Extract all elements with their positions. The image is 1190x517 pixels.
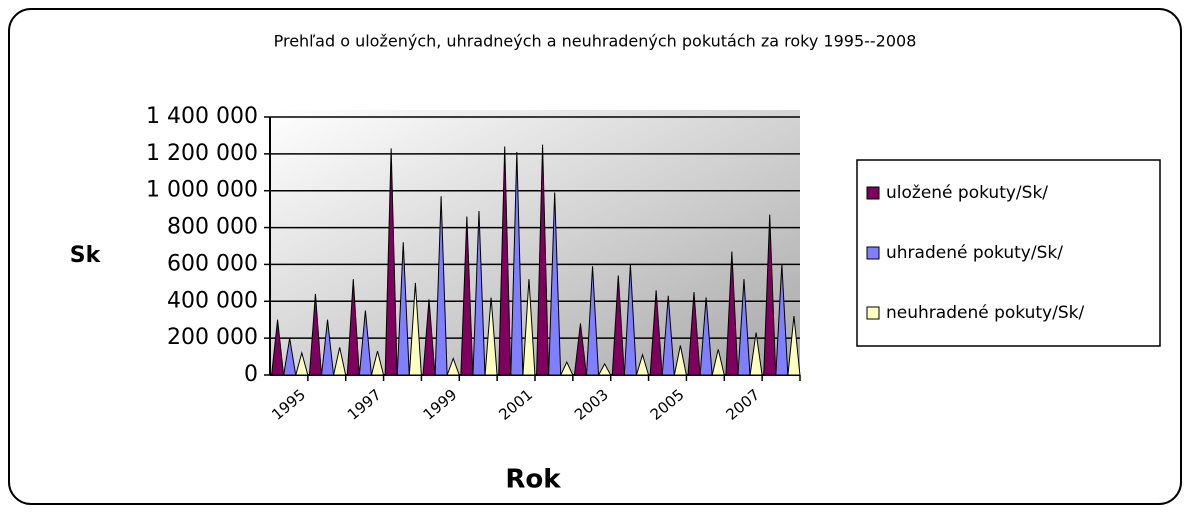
y-tick-label: 1 000 000 (146, 178, 258, 203)
cone (346, 279, 360, 376)
cone (635, 352, 650, 376)
legend-swatch (866, 306, 880, 320)
cone (498, 146, 512, 376)
y-tick-label: 600 000 (167, 251, 258, 276)
x-axis-label: Rok (505, 465, 561, 495)
y-tick-label: 200 000 (167, 325, 258, 350)
cone (408, 282, 422, 376)
cone (384, 148, 398, 376)
cone (687, 292, 701, 376)
cone (661, 295, 675, 376)
cone (358, 310, 372, 376)
cone (308, 293, 322, 376)
cone (623, 264, 637, 376)
legend-swatch (866, 186, 880, 200)
cone (586, 266, 600, 376)
cone (295, 350, 309, 376)
y-tick-label: 0 (244, 362, 258, 387)
cone (422, 299, 436, 376)
cone (446, 356, 460, 376)
cone (749, 332, 763, 376)
cone (484, 297, 498, 376)
cone (370, 350, 385, 376)
cone (699, 297, 713, 376)
cone (434, 196, 448, 376)
cone (460, 216, 474, 376)
cone (573, 323, 587, 376)
cone (597, 362, 612, 376)
y-tick-label: 1 200 000 (146, 141, 258, 166)
legend-label: neuhradené pokuty/Sk/ (886, 303, 1084, 323)
legend-label: uložené pokuty/Sk/ (886, 183, 1048, 203)
cone (649, 290, 663, 376)
cone (320, 319, 335, 376)
y-tick-label: 1 400 000 (146, 104, 258, 129)
cone (673, 345, 687, 376)
cone (283, 338, 297, 376)
cone (763, 214, 777, 376)
legend-label: uhradené pokuty/Sk/ (886, 243, 1063, 263)
y-tick-label: 400 000 (167, 288, 258, 313)
chart-title: Prehľad o uložených, uhradneých a neuhra… (274, 32, 917, 51)
cone (787, 315, 801, 376)
cone (522, 279, 536, 376)
cone (333, 347, 347, 376)
cone (737, 279, 751, 376)
cone (548, 192, 562, 376)
cone (396, 242, 410, 376)
cone (560, 360, 574, 376)
y-axis-label: Sk (70, 243, 102, 268)
cone (725, 251, 739, 376)
legend (856, 159, 1161, 347)
cone (536, 144, 550, 376)
cone (711, 349, 725, 376)
y-tick-label: 800 000 (167, 215, 258, 240)
cone (271, 319, 285, 376)
cone (611, 275, 625, 376)
cone (775, 264, 789, 376)
cone (472, 210, 486, 376)
cone (510, 152, 524, 376)
legend-swatch (866, 246, 880, 260)
